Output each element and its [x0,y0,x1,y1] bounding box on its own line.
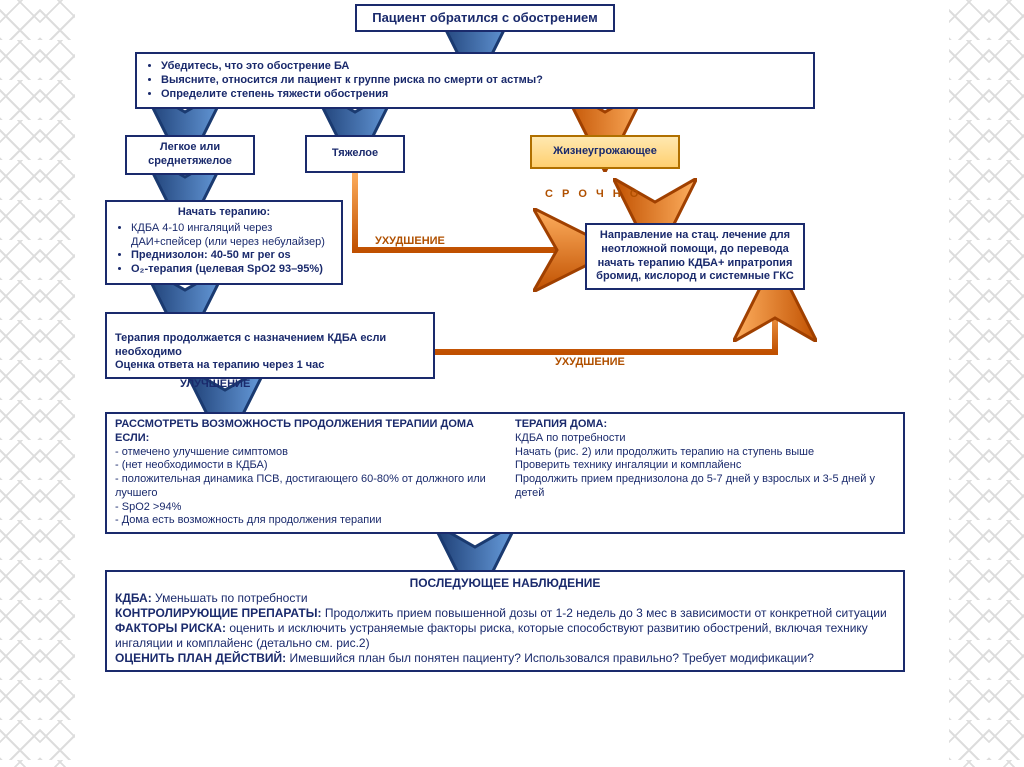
followup-line-1: КОНТРОЛИРУЮЩИЕ ПРЕПАРАТЫ: Продолжить при… [115,606,895,621]
severity-mild-label: Легкое или среднетяжелое [148,141,232,167]
home-left-2: - положительная динамика ПСВ, достигающе… [115,473,495,501]
assess-item-1: Выясните, относится ли пациент к группе … [161,74,543,86]
home-left-1: - (нет необходимости в КДБА) [115,459,495,473]
severity-life-label: Жизнеугрожающее [553,145,657,157]
title-box: Пациент обратился с обострением [355,4,615,32]
home-right-0: КДБА по потребности [515,432,895,446]
home-left-col: РАССМОТРЕТЬ ВОЗМОЖНОСТЬ ПРОДОЛЖЕНИЯ ТЕРА… [115,418,495,528]
decor-left [0,0,75,767]
followup-title: ПОСЛЕДУЮЩЕЕ НАБЛЮДЕНИЕ [115,576,895,591]
continue-therapy-box: Терапия продолжается с назначением КДБА … [105,312,435,379]
assess-box: Убедитесь, что это обострение БА Выяснит… [135,52,815,109]
therapy-start-box: Начать терапию: КДБА 4-10 ингаляций чере… [105,200,343,285]
therapy-item-0: КДБА 4-10 ингаляций через ДАИ+спейсер (и… [131,222,333,250]
severity-life: Жизнеугрожающее [530,135,680,169]
severity-severe-label: Тяжелое [332,147,378,159]
home-right-2: Проверить технику ингаляции и комплайенс [515,459,895,473]
home-left-4: - Дома есть возможность для продолжения … [115,514,495,528]
label-urgent: С Р О Ч Н О [545,188,641,200]
followup-line-0: КДБА: Уменьшать по потребности [115,591,895,606]
referral-text: Направление на стац. лечение для неотлож… [596,229,794,282]
severity-mild: Легкое или среднетяжелое [125,135,255,175]
therapy-item-2: O₂-терапия (целевая SpO2 93–95%) [131,263,333,277]
assess-item-0: Убедитесь, что это обострение БА [161,60,349,72]
home-right-title: ТЕРАПИЯ ДОМА: [515,418,895,432]
label-worsening-2: УХУДШЕНИЕ [555,356,625,368]
assess-item-2: Определите степень тяжести обострения [161,88,388,100]
followup-line-3: ОЦЕНИТЬ ПЛАН ДЕЙСТВИЙ: Имевшийся план бы… [115,651,895,666]
therapy-item-1: Преднизолон: 40-50 мг per os [131,249,333,263]
severity-severe: Тяжелое [305,135,405,173]
home-left-title: РАССМОТРЕТЬ ВОЗМОЖНОСТЬ ПРОДОЛЖЕНИЯ ТЕРА… [115,418,495,446]
followup-line-2: ФАКТОРЫ РИСКА: оценить и исключить устра… [115,621,895,651]
label-worsening-1: УХУДШЕНИЕ [375,235,445,247]
therapy-start-heading: Начать терапию: [178,206,270,218]
followup-box: ПОСЛЕДУЮЩЕЕ НАБЛЮДЕНИЕ КДБА: Уменьшать п… [105,570,905,672]
home-right-col: ТЕРАПИЯ ДОМА: КДБА по потребности Начать… [515,418,895,528]
home-right-1: Начать (рис. 2) или продолжить терапию н… [515,446,895,460]
home-left-0: - отмечено улучшение симптомов [115,446,495,460]
home-box: РАССМОТРЕТЬ ВОЗМОЖНОСТЬ ПРОДОЛЖЕНИЯ ТЕРА… [105,412,905,534]
label-improvement: УЛУЧШЕНИЕ [180,378,250,390]
home-left-3: - SpO2 >94% [115,501,495,515]
home-right-3: Продолжить прием преднизолона до 5-7 дне… [515,473,895,501]
decor-right [949,0,1024,767]
continue-therapy-text: Терапия продолжается с назначением КДБА … [115,332,386,372]
flowchart-canvas: Пациент обратился с обострением Убедитес… [75,0,949,767]
referral-box: Направление на стац. лечение для неотлож… [585,223,805,290]
